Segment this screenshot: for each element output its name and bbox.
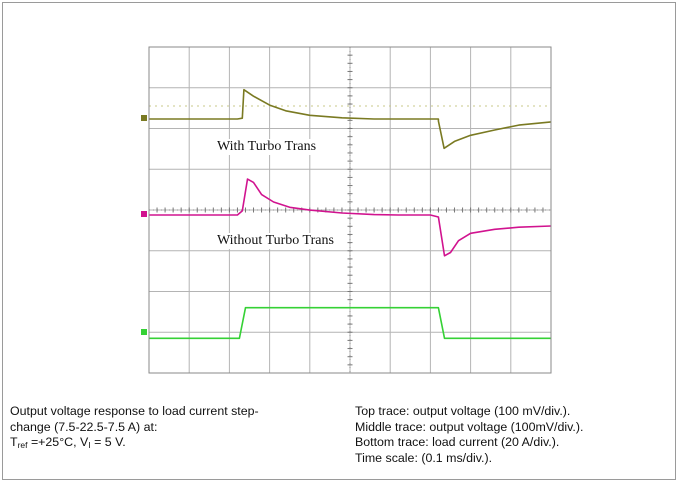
trace-2-line bbox=[149, 178, 552, 257]
trace-1-line bbox=[149, 88, 552, 150]
caption-left-line-2: change (7.5-22.5-7.5 A) at: bbox=[10, 419, 158, 434]
caption-left: Output voltage response to load current … bbox=[10, 404, 259, 451]
trace-3-marker bbox=[141, 329, 147, 335]
caption-right-line-2: Middle trace: output voltage (100mV/div.… bbox=[355, 419, 584, 434]
caption-left-line-3: Tref =+25°C, VI = 5 V. bbox=[10, 435, 259, 451]
screen-border bbox=[148, 46, 552, 374]
caption-right-line-4: Time scale: (0.1 ms/div.). bbox=[355, 450, 493, 465]
caption-left-line-1: Output voltage response to load current … bbox=[10, 404, 259, 418]
caption-right-line-1: Top trace: output voltage (100 mV/div.). bbox=[355, 404, 571, 418]
caption-right: Top trace: output voltage (100 mV/div.).… bbox=[355, 404, 583, 466]
caption-t-symbol: T bbox=[10, 435, 18, 449]
trace-1-marker bbox=[141, 115, 147, 121]
trace-3-line bbox=[149, 306, 551, 340]
annotation-with-turbo-trans: With Turbo Trans bbox=[215, 139, 319, 155]
oscilloscope-plot bbox=[141, 46, 552, 374]
caption-t-subscript: ref bbox=[17, 440, 28, 450]
trace-2-marker bbox=[141, 211, 147, 217]
caption-temp-text: =+25°C, V bbox=[27, 435, 89, 449]
caption-right-line-3: Bottom trace: load current (20 A/div.). bbox=[355, 435, 560, 449]
annotation-without-turbo-trans: Without Turbo Trans bbox=[215, 233, 336, 249]
caption-v-subscript: I bbox=[88, 440, 91, 450]
caption-voltage-text: = 5 V. bbox=[90, 435, 126, 449]
